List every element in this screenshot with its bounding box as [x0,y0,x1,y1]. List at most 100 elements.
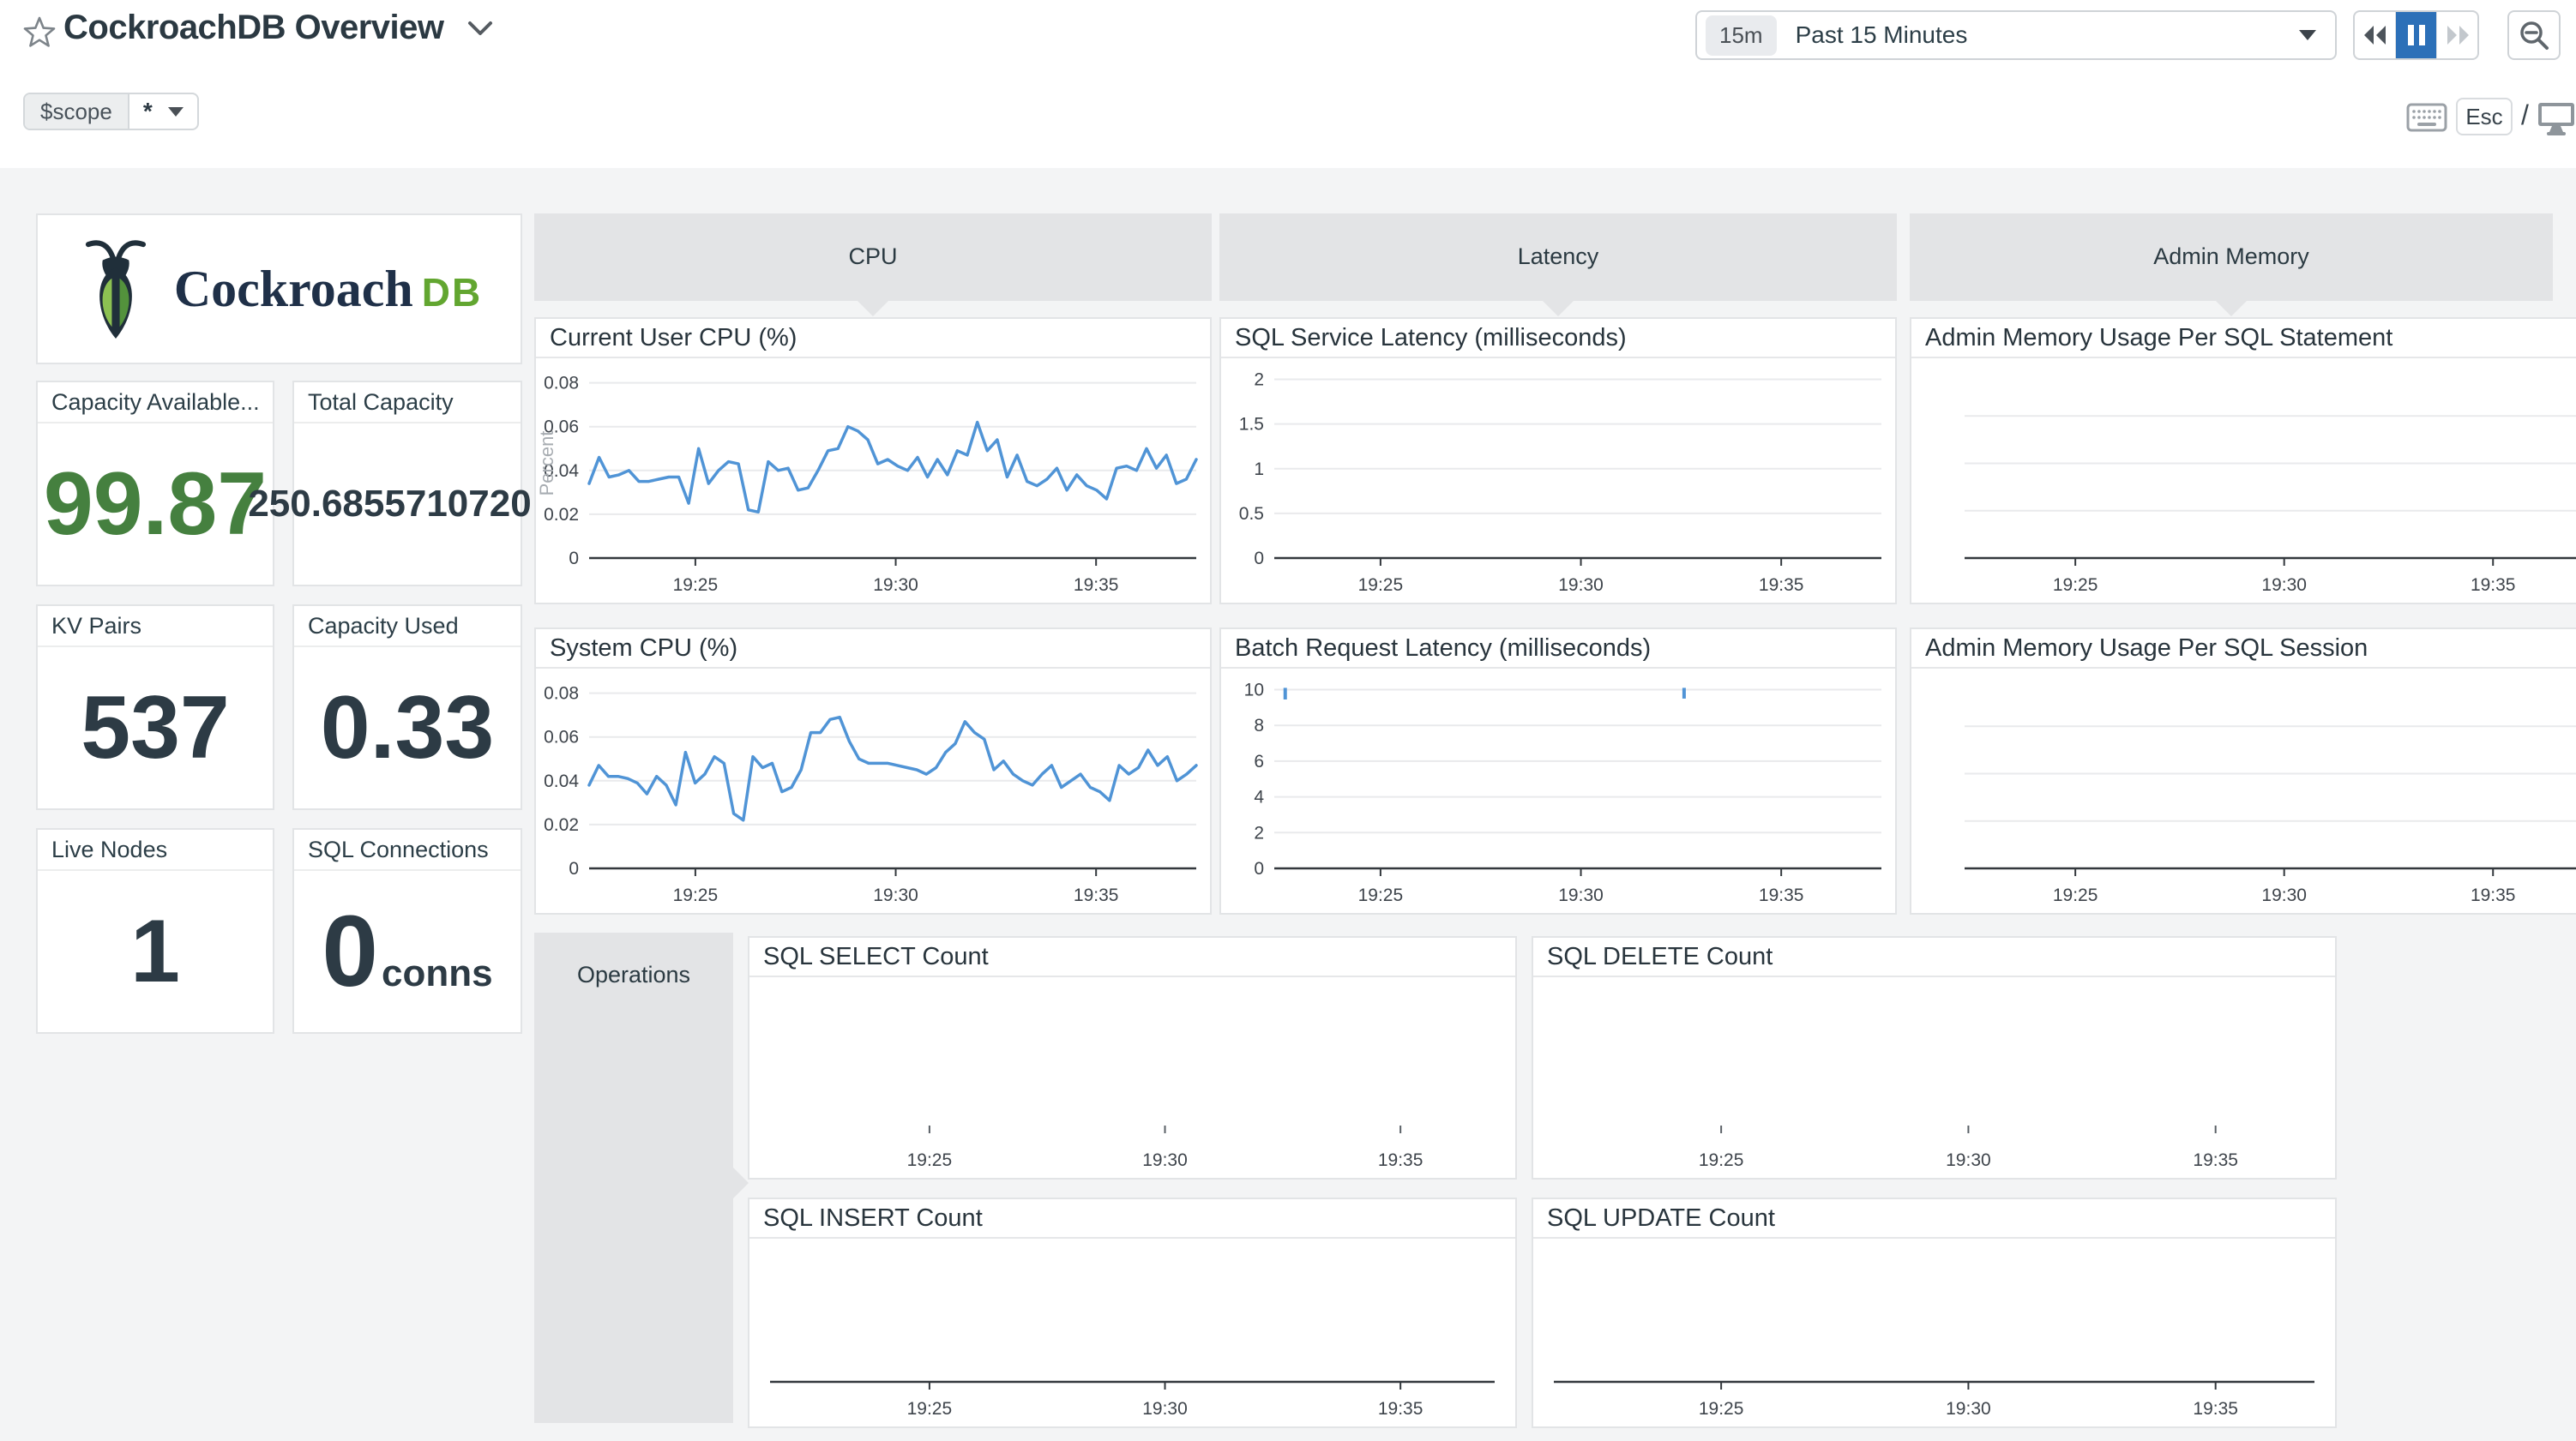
chart-card-admin-memory-statement: Admin Memory Usage Per SQL Statement 19:… [1910,317,2576,604]
svg-text:19:30: 19:30 [2261,575,2307,595]
svg-text:19:25: 19:25 [1699,1399,1744,1419]
stat-value: 0.33 [320,677,495,778]
svg-text:19:25: 19:25 [1358,575,1404,595]
stat-card-live-nodes: Live Nodes 1 [36,828,274,1034]
stat-title: SQL Connections [294,830,521,871]
stat-value: 99.87 [43,453,268,554]
svg-text:2: 2 [1254,370,1264,390]
group-header-admin-memory[interactable]: Admin Memory [1910,213,2553,316]
time-range-select[interactable]: 15m Past 15 Minutes [1695,10,2337,60]
stat-title: Capacity Used [294,606,521,647]
stat-value: 1 [130,901,180,1001]
fast-forward-icon [2447,26,2469,45]
svg-text:19:35: 19:35 [1759,886,1804,905]
stat-value: 537 [81,677,230,778]
group-header-cpu[interactable]: CPU [534,213,1212,316]
scope-value-text: * [142,98,153,124]
title-chevron-down-icon[interactable] [466,20,494,37]
chart-card-batch-request-latency: Batch Request Latency (milliseconds) 0 2 4… [1219,627,1897,915]
chart-card-system-cpu: System CPU (%) 0 0.02 0.04 0.06 0.08 19:25 19:… [534,627,1212,915]
line-chart-plot: 0 0.02 0.04 0.06 0.08 19:25 19:30 19:35 Percent [536,374,1198,595]
svg-text:0.08: 0.08 [544,684,579,704]
svg-text:0.04: 0.04 [544,461,579,481]
brand-wordmark: Cockroach [173,260,413,317]
scope-label: $scope [25,94,129,129]
group-notch [2214,299,2248,316]
template-variable-scope[interactable]: $scope * [23,93,199,130]
svg-text:19:30: 19:30 [1558,575,1604,595]
scope-value[interactable]: * [129,94,197,129]
chart-title: SQL INSERT Count [749,1199,1515,1239]
svg-text:0.08: 0.08 [544,374,579,393]
group-notch [856,299,890,316]
svg-text:19:25: 19:25 [2053,886,2098,905]
line-chart-plot: 19:25 19:30 19:35 [1554,1380,2314,1419]
svg-text:19:35: 19:35 [1074,886,1119,905]
cockroachdb-logo-card: Cockroach DB [36,213,522,364]
svg-text:19:35: 19:35 [1759,575,1804,595]
time-range-label: Past 15 Minutes [1795,21,1968,48]
favorite-star-icon[interactable] [22,15,57,50]
zoom-out-button[interactable] [2507,10,2561,60]
group-header-label: Operations [576,962,691,988]
fast-forward-button[interactable] [2437,12,2477,58]
svg-text:19:25: 19:25 [673,575,719,595]
svg-text:0: 0 [1254,859,1264,879]
chart-title: System CPU (%) [536,629,1210,669]
svg-text:19:25: 19:25 [1699,1150,1744,1170]
svg-text:2: 2 [1254,823,1264,843]
time-range-badge: 15m [1706,15,1777,56]
svg-text:19:30: 19:30 [1558,886,1604,905]
svg-text:0.02: 0.02 [544,505,579,525]
chart-title: Admin Memory Usage Per SQL Session [1911,629,2576,669]
svg-text:Percent: Percent [536,431,557,496]
esc-key-hint: Esc [2456,98,2513,135]
group-header-latency[interactable]: Latency [1219,213,1897,316]
svg-text:1.5: 1.5 [1239,415,1264,435]
svg-text:19:35: 19:35 [2471,575,2516,595]
rewind-button[interactable] [2355,12,2396,58]
svg-text:19:30: 19:30 [873,886,918,905]
svg-text:0.04: 0.04 [544,772,579,791]
chart-card-admin-memory-session: Admin Memory Usage Per SQL Session 19:25… [1910,627,2576,915]
svg-text:19:30: 19:30 [1142,1399,1188,1419]
group-header-label: Latency [1517,243,1599,269]
chart-title: SQL UPDATE Count [1533,1199,2335,1239]
svg-text:0.5: 0.5 [1239,504,1264,524]
chart-title: Batch Request Latency (milliseconds) [1221,629,1895,669]
svg-text:19:25: 19:25 [2053,575,2098,595]
stat-card-sql-connections: SQL Connections 0 conns [292,828,522,1034]
stat-value: 250.6855710720 [248,483,532,525]
chart-card-sql-delete-count: SQL DELETE Count 19:25 19:30 19:35 [1532,936,2337,1180]
cockroachdb-bug-icon [85,240,146,339]
pause-button[interactable] [2396,12,2437,58]
rewind-icon [2363,26,2386,45]
svg-text:19:30: 19:30 [873,575,918,595]
svg-text:19:35: 19:35 [2471,886,2516,905]
group-header-label: Admin Memory [2153,243,2309,269]
svg-text:19:25: 19:25 [1358,886,1404,905]
chart-card-sql-service-latency: SQL Service Latency (milliseconds) 0 0.5 1… [1219,317,1897,604]
svg-text:19:35: 19:35 [1378,1399,1423,1419]
stat-title: Capacity Available... [38,382,273,423]
svg-text:1: 1 [1254,459,1264,479]
stat-unit: conns [382,952,493,994]
stat-card-kv-pairs: KV Pairs 537 [36,604,274,810]
chart-title: SQL Service Latency (milliseconds) [1221,319,1895,358]
svg-text:19:35: 19:35 [1378,1150,1423,1170]
line-chart-plot: 19:25 19:30 19:35 [1965,415,2576,595]
keyboard-shortcuts-icon[interactable] [2406,103,2447,132]
line-chart-plot: 0 2 4 6 8 10 19:25 19:30 19:35 [1244,681,1881,905]
chart-title: Current User CPU (%) [536,319,1210,358]
svg-text:19:25: 19:25 [907,1399,953,1419]
line-chart-plot: 19:25 19:30 19:35 [1965,725,2576,905]
zoom-out-icon [2520,21,2549,50]
time-range-caret-down-icon [2299,30,2316,40]
svg-text:19:35: 19:35 [2193,1399,2238,1419]
slash-separator: / [2521,99,2529,130]
svg-text:6: 6 [1254,752,1264,772]
svg-text:19:35: 19:35 [1074,575,1119,595]
page-title: CockroachDB Overview [63,9,444,46]
fullscreen-monitor-icon[interactable] [2537,101,2576,135]
group-header-operations[interactable]: Operations [534,933,749,1423]
